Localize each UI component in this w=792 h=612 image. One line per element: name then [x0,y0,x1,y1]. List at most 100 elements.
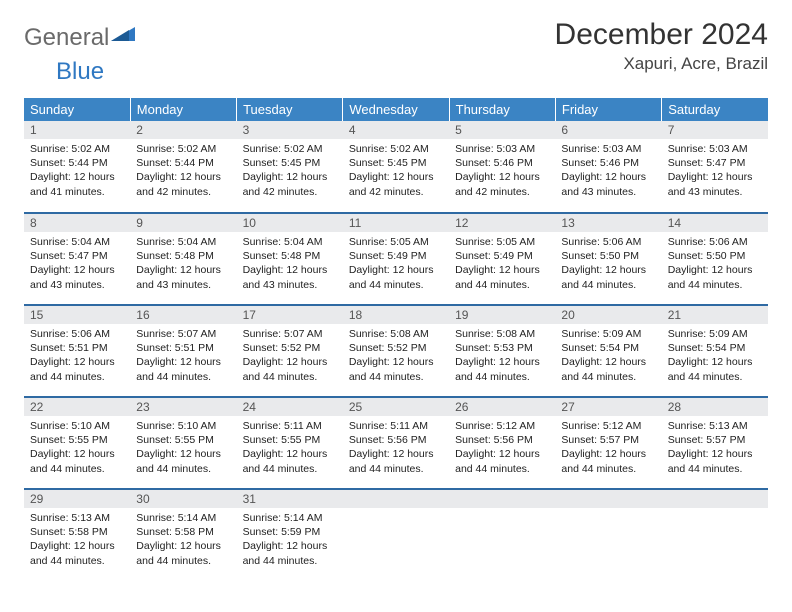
sunrise-line: Sunrise: 5:02 AM [136,142,230,156]
sunset-line: Sunset: 5:54 PM [561,341,655,355]
sunset-line: Sunset: 5:51 PM [136,341,230,355]
daylight-line: Daylight: 12 hours and 42 minutes. [243,170,337,198]
calendar-cell: 25Sunrise: 5:11 AMSunset: 5:56 PMDayligh… [343,397,449,489]
day-details: Sunrise: 5:08 AMSunset: 5:53 PMDaylight:… [449,324,555,390]
day-details [555,508,661,517]
day-details: Sunrise: 5:07 AMSunset: 5:52 PMDaylight:… [237,324,343,390]
daylight-line: Daylight: 12 hours and 42 minutes. [455,170,549,198]
day-number: 7 [662,121,768,139]
sunset-line: Sunset: 5:55 PM [136,433,230,447]
day-number: 21 [662,306,768,324]
sunrise-line: Sunrise: 5:05 AM [349,235,443,249]
day-number: 30 [130,490,236,508]
day-details: Sunrise: 5:03 AMSunset: 5:47 PMDaylight:… [662,139,768,205]
day-number: 9 [130,214,236,232]
sunset-line: Sunset: 5:47 PM [30,249,124,263]
sunset-line: Sunset: 5:59 PM [243,525,337,539]
day-details: Sunrise: 5:08 AMSunset: 5:52 PMDaylight:… [343,324,449,390]
day-details [343,508,449,517]
sunset-line: Sunset: 5:55 PM [243,433,337,447]
day-number: 11 [343,214,449,232]
daylight-line: Daylight: 12 hours and 44 minutes. [668,263,762,291]
daylight-line: Daylight: 12 hours and 43 minutes. [561,170,655,198]
calendar-cell: 1Sunrise: 5:02 AMSunset: 5:44 PMDaylight… [24,121,130,213]
sunrise-line: Sunrise: 5:06 AM [30,327,124,341]
sunset-line: Sunset: 5:53 PM [455,341,549,355]
sunrise-line: Sunrise: 5:13 AM [30,511,124,525]
day-number: 2 [130,121,236,139]
day-details: Sunrise: 5:11 AMSunset: 5:56 PMDaylight:… [343,416,449,482]
day-details: Sunrise: 5:06 AMSunset: 5:51 PMDaylight:… [24,324,130,390]
day-number: 17 [237,306,343,324]
sunset-line: Sunset: 5:58 PM [30,525,124,539]
sunset-line: Sunset: 5:44 PM [30,156,124,170]
day-number: 13 [555,214,661,232]
sunrise-line: Sunrise: 5:12 AM [561,419,655,433]
sunrise-line: Sunrise: 5:14 AM [136,511,230,525]
daylight-line: Daylight: 12 hours and 44 minutes. [30,355,124,383]
sunrise-line: Sunrise: 5:02 AM [243,142,337,156]
day-details: Sunrise: 5:02 AMSunset: 5:45 PMDaylight:… [237,139,343,205]
day-number: 6 [555,121,661,139]
day-number: 14 [662,214,768,232]
day-number: 3 [237,121,343,139]
daylight-line: Daylight: 12 hours and 44 minutes. [136,539,230,567]
sunrise-line: Sunrise: 5:11 AM [349,419,443,433]
day-details: Sunrise: 5:04 AMSunset: 5:48 PMDaylight:… [237,232,343,298]
daylight-line: Daylight: 12 hours and 44 minutes. [30,539,124,567]
daylight-line: Daylight: 12 hours and 44 minutes. [455,355,549,383]
day-number: 16 [130,306,236,324]
sunrise-line: Sunrise: 5:06 AM [561,235,655,249]
sunrise-line: Sunrise: 5:08 AM [349,327,443,341]
sunrise-line: Sunrise: 5:04 AM [30,235,124,249]
calendar-table: Sunday Monday Tuesday Wednesday Thursday… [24,98,768,581]
calendar-cell: 10Sunrise: 5:04 AMSunset: 5:48 PMDayligh… [237,213,343,305]
sunrise-line: Sunrise: 5:09 AM [668,327,762,341]
day-number: 28 [662,398,768,416]
calendar-cell: 8Sunrise: 5:04 AMSunset: 5:47 PMDaylight… [24,213,130,305]
daylight-line: Daylight: 12 hours and 44 minutes. [561,263,655,291]
daylight-line: Daylight: 12 hours and 44 minutes. [349,263,443,291]
sunrise-line: Sunrise: 5:10 AM [136,419,230,433]
daylight-line: Daylight: 12 hours and 43 minutes. [30,263,124,291]
day-number: 10 [237,214,343,232]
sunrise-line: Sunrise: 5:06 AM [668,235,762,249]
sunrise-line: Sunrise: 5:03 AM [668,142,762,156]
calendar-cell: 20Sunrise: 5:09 AMSunset: 5:54 PMDayligh… [555,305,661,397]
sunset-line: Sunset: 5:45 PM [349,156,443,170]
day-number: 23 [130,398,236,416]
day-details: Sunrise: 5:02 AMSunset: 5:44 PMDaylight:… [130,139,236,205]
weekday-sunday: Sunday [24,98,130,121]
sunset-line: Sunset: 5:50 PM [561,249,655,263]
day-details [662,508,768,517]
calendar-row: 22Sunrise: 5:10 AMSunset: 5:55 PMDayligh… [24,397,768,489]
calendar-cell: 24Sunrise: 5:11 AMSunset: 5:55 PMDayligh… [237,397,343,489]
day-number: 22 [24,398,130,416]
sunset-line: Sunset: 5:55 PM [30,433,124,447]
day-details: Sunrise: 5:10 AMSunset: 5:55 PMDaylight:… [130,416,236,482]
calendar-cell: 12Sunrise: 5:05 AMSunset: 5:49 PMDayligh… [449,213,555,305]
sunset-line: Sunset: 5:46 PM [561,156,655,170]
sunrise-line: Sunrise: 5:11 AM [243,419,337,433]
calendar-cell: 19Sunrise: 5:08 AMSunset: 5:53 PMDayligh… [449,305,555,397]
sunrise-line: Sunrise: 5:07 AM [136,327,230,341]
title-block: December 2024 Xapuri, Acre, Brazil [555,18,768,74]
daylight-line: Daylight: 12 hours and 43 minutes. [243,263,337,291]
calendar-cell: 9Sunrise: 5:04 AMSunset: 5:48 PMDaylight… [130,213,236,305]
sunset-line: Sunset: 5:49 PM [455,249,549,263]
calendar-cell: 18Sunrise: 5:08 AMSunset: 5:52 PMDayligh… [343,305,449,397]
sunrise-line: Sunrise: 5:02 AM [30,142,124,156]
day-number: 29 [24,490,130,508]
sunset-line: Sunset: 5:57 PM [668,433,762,447]
sunset-line: Sunset: 5:46 PM [455,156,549,170]
daylight-line: Daylight: 12 hours and 44 minutes. [349,447,443,475]
logo-text-general: General [24,24,109,52]
day-details: Sunrise: 5:04 AMSunset: 5:47 PMDaylight:… [24,232,130,298]
location: Xapuri, Acre, Brazil [555,54,768,74]
day-number: 31 [237,490,343,508]
calendar-cell: 14Sunrise: 5:06 AMSunset: 5:50 PMDayligh… [662,213,768,305]
sunrise-line: Sunrise: 5:10 AM [30,419,124,433]
sunrise-line: Sunrise: 5:04 AM [136,235,230,249]
sunrise-line: Sunrise: 5:12 AM [455,419,549,433]
daylight-line: Daylight: 12 hours and 44 minutes. [243,355,337,383]
